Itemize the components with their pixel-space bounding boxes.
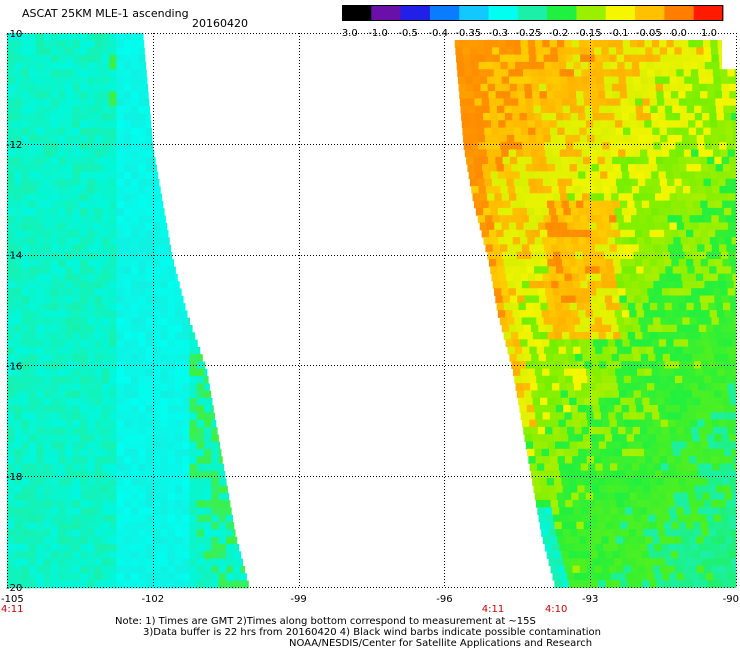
colorbar-tick-label: -0.15 bbox=[576, 28, 602, 39]
chart-title: ASCAT 25KM MLE-1 ascending bbox=[22, 7, 189, 20]
colorbar-frame bbox=[342, 5, 723, 21]
time-label: 4:10 bbox=[545, 604, 567, 615]
note-line-1: Note: 1) Times are GMT 2)Times along bot… bbox=[115, 616, 536, 627]
colorbar-tick-label: 0.0 bbox=[671, 28, 687, 39]
colorbar-segment bbox=[400, 5, 431, 21]
y-tick-label: -12 bbox=[6, 140, 22, 151]
x-tick-label: -99 bbox=[290, 594, 306, 605]
colorbar-segment bbox=[664, 5, 695, 21]
y-tick-label: -10 bbox=[6, 29, 22, 40]
colorbar-segment bbox=[517, 5, 548, 21]
x-tick-label: -96 bbox=[436, 594, 452, 605]
y-tick-label: -18 bbox=[6, 472, 22, 483]
colorbar-segment bbox=[342, 5, 372, 21]
x-tick-label: -90 bbox=[723, 594, 739, 605]
wind-mle-cells bbox=[7, 33, 737, 589]
colorbar-segment bbox=[459, 5, 490, 21]
colorbar-segment bbox=[605, 5, 636, 21]
colorbar-segment bbox=[371, 5, 402, 21]
x-tick-label: -105 bbox=[1, 594, 24, 605]
colorbar-tick-label: -0.4 bbox=[428, 28, 448, 39]
colorbar-segment bbox=[488, 5, 519, 21]
x-tick-label: -102 bbox=[141, 594, 164, 605]
colorbar-tick-label: -0.35 bbox=[455, 28, 481, 39]
colorbar-tick-label: -0.05 bbox=[636, 28, 662, 39]
colorbar-tick-label: -0.25 bbox=[516, 28, 542, 39]
x-tick-label: -93 bbox=[582, 594, 598, 605]
colorbar-segment bbox=[635, 5, 665, 21]
colorbar-segment bbox=[576, 5, 607, 21]
colorbar-segment bbox=[693, 5, 724, 21]
colorbar-segment bbox=[429, 5, 460, 21]
chart-date: 20160420 bbox=[192, 17, 248, 30]
colorbar-tick-label: -1.0 bbox=[368, 28, 388, 39]
map-grid bbox=[7, 33, 737, 588]
colorbar-tick-label: -0.5 bbox=[398, 28, 418, 39]
y-tick-label: -16 bbox=[6, 361, 22, 372]
y-tick-label: -20 bbox=[6, 583, 22, 594]
y-tick-label: -14 bbox=[6, 251, 22, 262]
colorbar-tick-label: -0.3 bbox=[489, 28, 509, 39]
colorbar-tick-label: -0.1 bbox=[609, 28, 629, 39]
time-label: 4:11 bbox=[1, 604, 23, 615]
colorbar-segment bbox=[547, 5, 578, 21]
colorbar-legend: -3.0-1.0-0.5-0.4-0.35-0.3-0.25-0.2-0.15-… bbox=[342, 5, 724, 39]
note-line-3: NOAA/NESDIS/Center for Satellite Applica… bbox=[289, 638, 593, 649]
note-line-2: 3)Data buffer is 22 hrs from 20160420 4)… bbox=[143, 627, 601, 638]
time-label: 4:11 bbox=[482, 604, 504, 615]
colorbar-tick-label: -0.2 bbox=[549, 28, 569, 39]
